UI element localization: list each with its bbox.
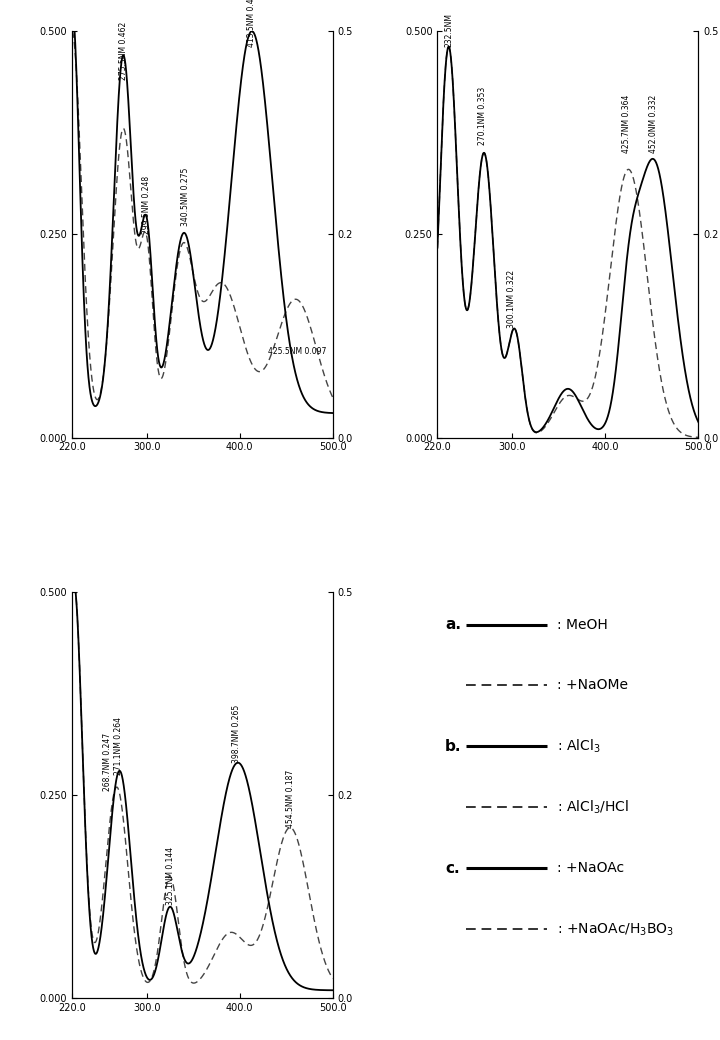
Text: 275.5NM 0.462: 275.5NM 0.462 [119,22,127,80]
Text: 425.7NM 0.364: 425.7NM 0.364 [622,95,631,153]
Text: 271.1NM 0.264: 271.1NM 0.264 [114,717,123,775]
Text: : MeOH: : MeOH [557,618,608,631]
Text: 454.5NM 0.187: 454.5NM 0.187 [286,770,294,828]
Text: c.: c. [445,861,460,876]
Text: 270.1NM 0.353: 270.1NM 0.353 [477,86,487,145]
Text: 425.5NM 0.097: 425.5NM 0.097 [268,347,326,357]
Text: 300.1NM 0.322: 300.1NM 0.322 [508,269,516,328]
Text: 232.5NM: 232.5NM [444,14,453,48]
Text: : +NaOMe: : +NaOMe [557,678,629,693]
Text: : AlCl$_3$/HCl: : AlCl$_3$/HCl [557,799,629,816]
Text: 413.5NM 0.470: 413.5NM 0.470 [248,0,256,48]
Text: 398.7NM 0.265: 398.7NM 0.265 [233,704,241,762]
Text: : +NaOAc/H$_3$BO$_3$: : +NaOAc/H$_3$BO$_3$ [557,921,675,937]
Text: b.: b. [445,739,462,754]
Text: 340.5NM 0.275: 340.5NM 0.275 [181,167,190,227]
Text: : AlCl$_3$: : AlCl$_3$ [557,737,601,755]
Text: 452.0NM 0.332: 452.0NM 0.332 [649,95,658,153]
Text: 299.5NM 0.248: 299.5NM 0.248 [142,176,151,234]
Text: 325.1NM 0.144: 325.1NM 0.144 [166,847,175,905]
Text: a.: a. [445,617,462,632]
Text: : +NaOAc: : +NaOAc [557,861,624,876]
Text: 268.7NM 0.247: 268.7NM 0.247 [103,733,112,791]
